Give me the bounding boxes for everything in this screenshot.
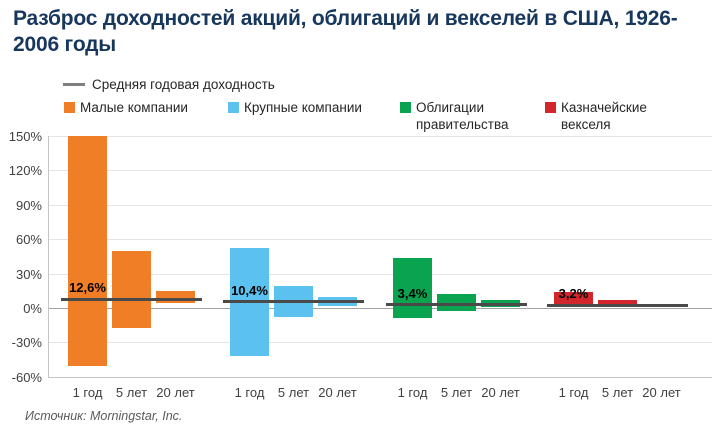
mean-legend-label: Средняя годовая доходность bbox=[92, 76, 275, 93]
legend-label: Малые компании bbox=[80, 99, 188, 116]
mean-value-label: 10,4% bbox=[218, 283, 282, 298]
mean-legend: Средняя годовая доходность bbox=[63, 76, 275, 93]
legend-item-0: Малые компании bbox=[64, 99, 214, 116]
gridline-120% bbox=[48, 170, 712, 171]
legend-swatch-icon bbox=[228, 102, 239, 113]
x-category-label: 20 лет bbox=[152, 385, 200, 400]
y-tick-label: 120% bbox=[0, 163, 42, 178]
y-tick-label: 150% bbox=[0, 129, 42, 144]
legend-label: Облигации правительства bbox=[416, 99, 515, 133]
mean-line-segment bbox=[149, 298, 202, 301]
legend-swatch-icon bbox=[400, 102, 411, 113]
legend-swatch-icon bbox=[545, 102, 556, 113]
slide: Разброс доходностей акций, облигаций и в… bbox=[0, 0, 721, 439]
gridline--30% bbox=[48, 342, 712, 343]
mean-line-segment bbox=[635, 304, 688, 307]
legend-item-1: Крупные компании bbox=[228, 99, 378, 116]
x-category-label: 5 лет bbox=[594, 385, 642, 400]
mean-line-icon bbox=[63, 83, 85, 86]
bar-0-0 bbox=[68, 136, 107, 366]
gridline-150% bbox=[48, 136, 712, 137]
mean-line-segment bbox=[311, 300, 364, 303]
x-category-label: 1 год bbox=[64, 385, 112, 400]
legend-item-2: Облигации правительства bbox=[400, 99, 515, 133]
gridline-90% bbox=[48, 205, 712, 206]
y-tick-label: 0% bbox=[0, 301, 42, 316]
legend-item-3: Казначейские векселя bbox=[545, 99, 657, 133]
gridline-60% bbox=[48, 239, 712, 240]
y-tick-label: -60% bbox=[0, 370, 42, 385]
y-axis-line bbox=[48, 136, 49, 377]
mean-line-segment bbox=[474, 303, 527, 306]
y-tick-label: -30% bbox=[0, 335, 42, 350]
x-category-label: 20 лет bbox=[477, 385, 525, 400]
source-note: Источник: Morningstar, Inc. bbox=[25, 409, 182, 423]
x-category-label: 5 лет bbox=[433, 385, 481, 400]
page-title: Разброс доходностей акций, облигаций и в… bbox=[13, 6, 687, 58]
mean-value-label: 3,4% bbox=[381, 286, 445, 301]
y-tick-label: 60% bbox=[0, 232, 42, 247]
x-category-label: 1 год bbox=[550, 385, 598, 400]
mean-value-label: 3,2% bbox=[542, 286, 606, 301]
mean-value-label: 12,6% bbox=[56, 280, 120, 295]
x-category-label: 5 лет bbox=[270, 385, 318, 400]
gridline--60% bbox=[48, 377, 712, 378]
x-category-label: 20 лет bbox=[314, 385, 362, 400]
legend-label: Казначейские векселя bbox=[561, 99, 657, 133]
x-category-label: 1 год bbox=[389, 385, 437, 400]
x-category-label: 20 лет bbox=[638, 385, 686, 400]
y-tick-label: 30% bbox=[0, 267, 42, 282]
x-category-label: 5 лет bbox=[108, 385, 156, 400]
legend-swatch-icon bbox=[64, 102, 75, 113]
legend-label: Крупные компании bbox=[244, 99, 362, 116]
y-tick-label: 90% bbox=[0, 198, 42, 213]
x-category-label: 1 год bbox=[226, 385, 274, 400]
